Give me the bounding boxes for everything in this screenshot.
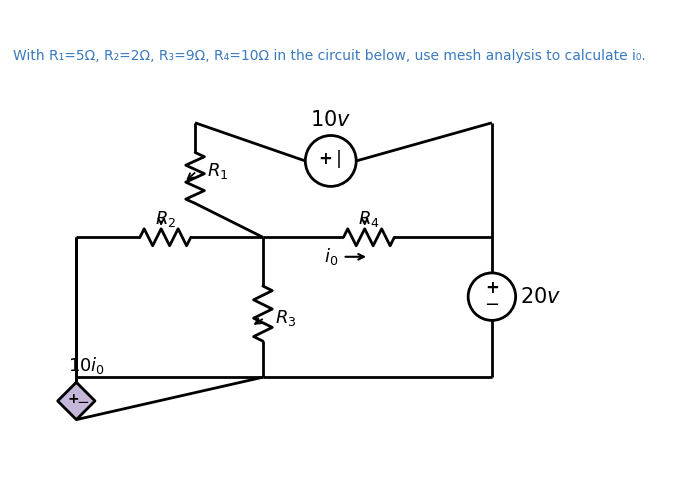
Text: $10i_0$: $10i_0$ <box>68 355 105 376</box>
Text: +: + <box>67 392 79 406</box>
Text: $i_0$: $i_0$ <box>323 246 338 268</box>
Text: $10v$: $10v$ <box>310 110 351 130</box>
Text: $20v$: $20v$ <box>520 286 561 306</box>
Text: |: | <box>335 150 342 168</box>
Text: $R_3$: $R_3$ <box>275 308 296 328</box>
Text: $R_1$: $R_1$ <box>207 161 229 181</box>
Text: −: − <box>484 296 500 314</box>
Text: +: + <box>485 279 499 297</box>
Text: With R₁=5Ω, R₂=2Ω, R₃=9Ω, R₄=10Ω in the circuit below, use mesh analysis to calc: With R₁=5Ω, R₂=2Ω, R₃=9Ω, R₄=10Ω in the … <box>13 49 645 63</box>
Text: −: − <box>77 395 89 410</box>
Text: $R_2$: $R_2$ <box>155 208 176 229</box>
Text: $R_4$: $R_4$ <box>358 208 380 229</box>
Text: +: + <box>318 150 332 168</box>
Polygon shape <box>58 382 95 420</box>
